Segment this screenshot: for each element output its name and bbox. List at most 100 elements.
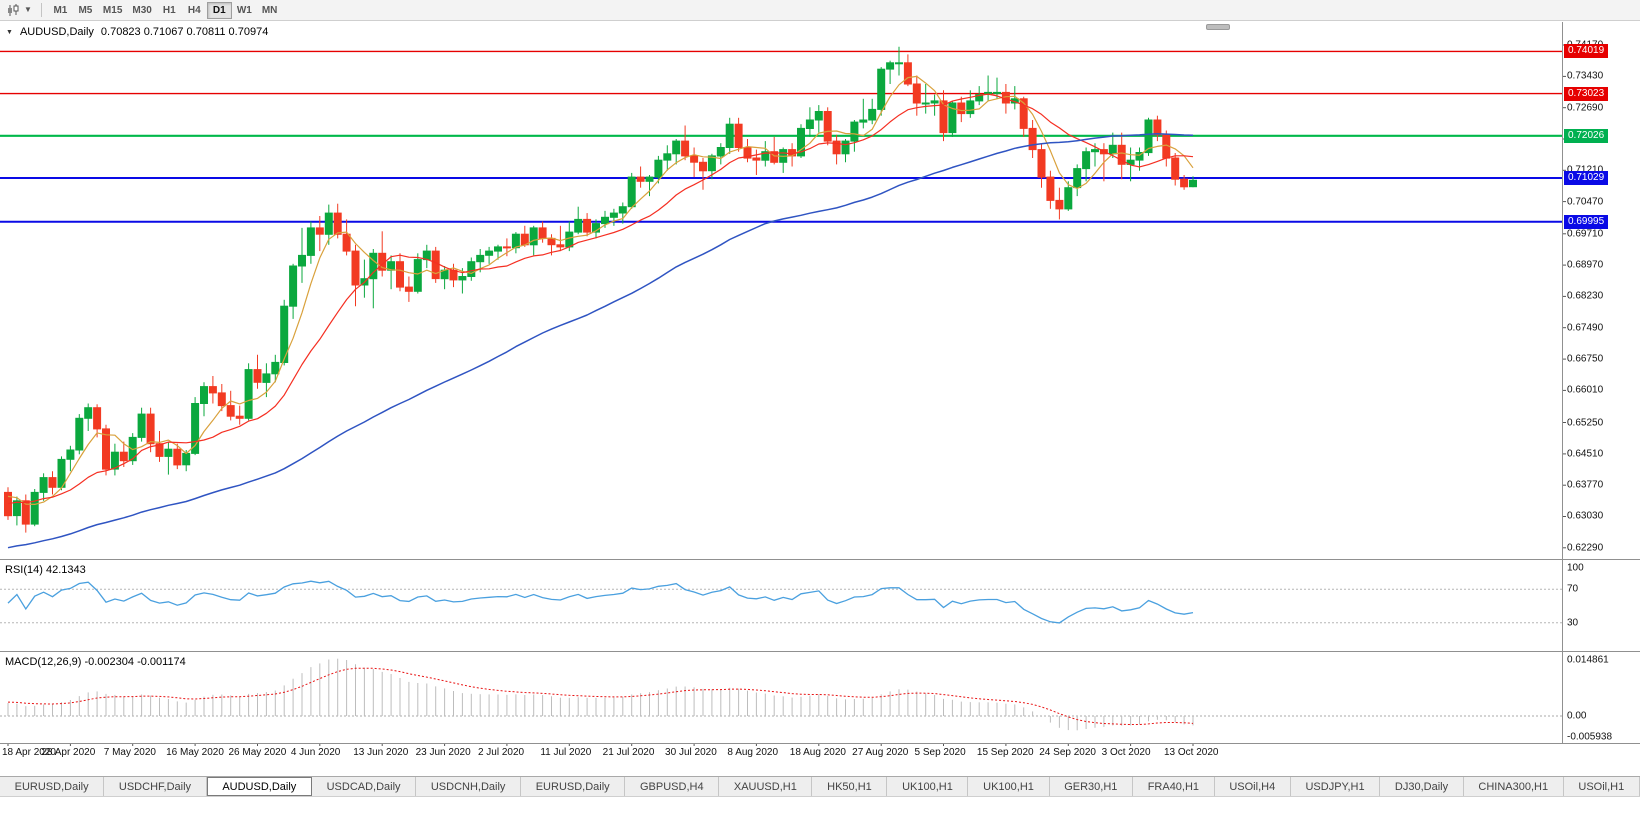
chart-ohlc-label: 0.70823 0.71067 0.70811 0.70974: [100, 26, 269, 38]
macd-indicator-label: MACD(12,26,9) -0.002304 -0.001174: [5, 656, 186, 668]
price-level-badge: 0.72026: [1564, 128, 1609, 143]
price-axis-label: 0.66010: [1567, 384, 1604, 396]
macd-axis-label: 0.00: [1567, 710, 1587, 722]
price-level-badge: 0.71029: [1564, 170, 1609, 185]
date-axis-label: 30 Jul 2020: [665, 747, 717, 758]
ma-13-line: [7, 93, 1194, 505]
rsi-indicator-label: RSI(14) 42.1343: [5, 564, 86, 576]
price-axis-label: 0.68230: [1567, 290, 1604, 302]
chart-tab-usdcad-daily[interactable]: USDCAD,Daily: [311, 777, 417, 796]
date-axis-label: 28 Apr 2020: [41, 747, 96, 758]
chart-tab-audusd-daily[interactable]: AUDUSD,Daily: [206, 777, 312, 796]
ma-55-line: [7, 133, 1194, 549]
macd-axis-label: -0.005938: [1567, 731, 1613, 743]
chart-tab-eurusd-daily[interactable]: EURUSD,Daily: [521, 777, 626, 796]
date-axis-label: 7 May 2020: [103, 747, 156, 758]
chart-tab-gbpusd-h4[interactable]: GBPUSD,H4: [625, 777, 720, 796]
chart-tab-usoil-h1[interactable]: USOil,H1: [1563, 777, 1640, 796]
timeframe-button-mn[interactable]: MN: [261, 4, 278, 16]
price-axis-label: 0.67490: [1567, 322, 1604, 334]
chart-tab-hk50-h1[interactable]: HK50,H1: [812, 777, 888, 796]
macd-signal-line: [7, 667, 1194, 725]
ma-13-layer: [7, 93, 1194, 505]
candles-layer: [4, 46, 1197, 533]
price-axis-label: 0.64510: [1567, 448, 1604, 460]
price-level-badge: 0.74019: [1564, 44, 1609, 59]
date-axis-label: 15 Sep 2020: [976, 747, 1034, 758]
chart-tab-uk100-h1[interactable]: UK100,H1: [968, 777, 1050, 796]
chart-tab-fra40-h1[interactable]: FRA40,H1: [1133, 777, 1215, 796]
chart-tab-usdjpy-h1[interactable]: USDJPY,H1: [1290, 777, 1381, 796]
date-axis-label: 8 Aug 2020: [727, 747, 779, 758]
macd-axis-label: 0.014861: [1567, 654, 1609, 666]
chart-tab-xauusd-h1[interactable]: XAUUSD,H1: [719, 777, 813, 796]
horizontal-level-lines: [0, 50, 1562, 223]
date-axis-label: 21 Jul 2020: [602, 747, 655, 758]
rsi-axis-label: 70: [1567, 583, 1579, 595]
chart-tab-china300-h1[interactable]: CHINA300,H1: [1463, 777, 1564, 796]
price-axis-label: 0.69710: [1567, 228, 1604, 240]
timeframe-button-m30[interactable]: M30: [132, 4, 152, 16]
date-axis-label: 23 Jun 2020: [415, 747, 471, 758]
date-axis-label: 2 Jul 2020: [477, 747, 525, 758]
date-axis-label: 13 Oct 2020: [1164, 747, 1219, 758]
date-axis-label: 3 Oct 2020: [1101, 747, 1151, 758]
candlestick-chart-icon: [8, 3, 19, 16]
price-axis-label: 0.62290: [1567, 542, 1604, 554]
chart-shift-marker[interactable]: [1206, 24, 1230, 30]
date-axis-label: 18 Aug 2020: [789, 747, 846, 758]
ma-5-line: [7, 75, 1194, 505]
timeframe-toolbar: ▼ M1 M5 M15 M30 H1 H4 D1 W1 MN: [0, 0, 1640, 21]
date-axis-label: 26 May 2020: [228, 747, 287, 758]
price-axis-label: 0.73430: [1567, 70, 1604, 82]
timeframe-button-h1[interactable]: H1: [162, 4, 176, 16]
macd-panel: [0, 658, 1562, 731]
price-axis-label: 0.66750: [1567, 353, 1604, 365]
chart-symbol-label: AUDUSD,Daily: [19, 26, 94, 38]
rsi-axis-label: 30: [1567, 617, 1579, 629]
date-axis-label: 11 Jul 2020: [540, 747, 592, 758]
date-axis-label: 16 May 2020: [166, 747, 224, 758]
timeframe-button-m15[interactable]: M15: [102, 4, 123, 16]
price-axis-separator: [1562, 22, 1563, 744]
rsi-line: [7, 580, 1194, 624]
date-axis-label: 4 Jun 2020: [290, 747, 341, 758]
date-axis-label: 27 Aug 2020: [852, 747, 909, 758]
timeframe-button-h4[interactable]: H4: [187, 4, 201, 16]
date-axis-label: 24 Sep 2020: [1039, 747, 1096, 758]
date-axis-separator: [0, 743, 1640, 744]
chart-tab-ger30-h1[interactable]: GER30,H1: [1049, 777, 1134, 796]
timeframe-button-m5[interactable]: M5: [78, 4, 93, 16]
timeframe-button-d1[interactable]: D1: [206, 1, 232, 19]
rsi-panel: [0, 580, 1562, 624]
date-axis-label: 18 Apr 2020: [2, 747, 56, 758]
ma-55-layer: [7, 133, 1194, 549]
date-axis-label: 13 Jun 2020: [353, 747, 409, 758]
chart-type-button[interactable]: ▼: [4, 3, 35, 18]
timeframe-button-m1[interactable]: M1: [53, 4, 68, 16]
price-axis-label: 0.71210: [1567, 165, 1603, 176]
price-axis-label: 0.63030: [1567, 510, 1604, 522]
price-axis-label: 0.65250: [1567, 417, 1604, 429]
timeframe-button-w1[interactable]: W1: [236, 4, 252, 16]
price-axis-label: 0.63770: [1567, 479, 1604, 491]
chart-tab-usdcnh-daily[interactable]: USDCNH,Daily: [416, 777, 522, 796]
price-axis-label: 0.72690: [1567, 102, 1604, 114]
chevron-down-icon: ▼: [24, 5, 32, 14]
panel-resize-separator[interactable]: [0, 559, 1640, 560]
ma-5-layer: [7, 75, 1194, 505]
price-level-badge: 0.73023: [1564, 86, 1609, 101]
chart-tab-eurusd-daily[interactable]: EURUSD,Daily: [0, 777, 105, 796]
chart-tab-usdchf-daily[interactable]: USDCHF,Daily: [104, 777, 207, 796]
chart-title: ▼ AUDUSD,Daily 0.70823 0.71067 0.70811 0…: [6, 26, 268, 38]
toolbar-separator: [40, 3, 42, 17]
timeframe-buttons: M1 M5 M15 M30 H1 H4 D1 W1 MN: [48, 1, 282, 19]
rsi-axis-label: 100: [1567, 562, 1584, 574]
panel-resize-separator[interactable]: [0, 651, 1640, 652]
chart-tab-usoil-h4[interactable]: USOil,H4: [1214, 777, 1291, 796]
chart-tabs-bar: EURUSD,Daily USDCHF,Daily AUDUSD,Daily USDC…: [0, 776, 1640, 797]
chart-tab-uk100-h1[interactable]: UK100,H1: [887, 777, 969, 796]
chart-tab-dj30-daily[interactable]: DJ30,Daily: [1380, 777, 1464, 796]
triangle-down-icon[interactable]: ▼: [6, 28, 13, 36]
